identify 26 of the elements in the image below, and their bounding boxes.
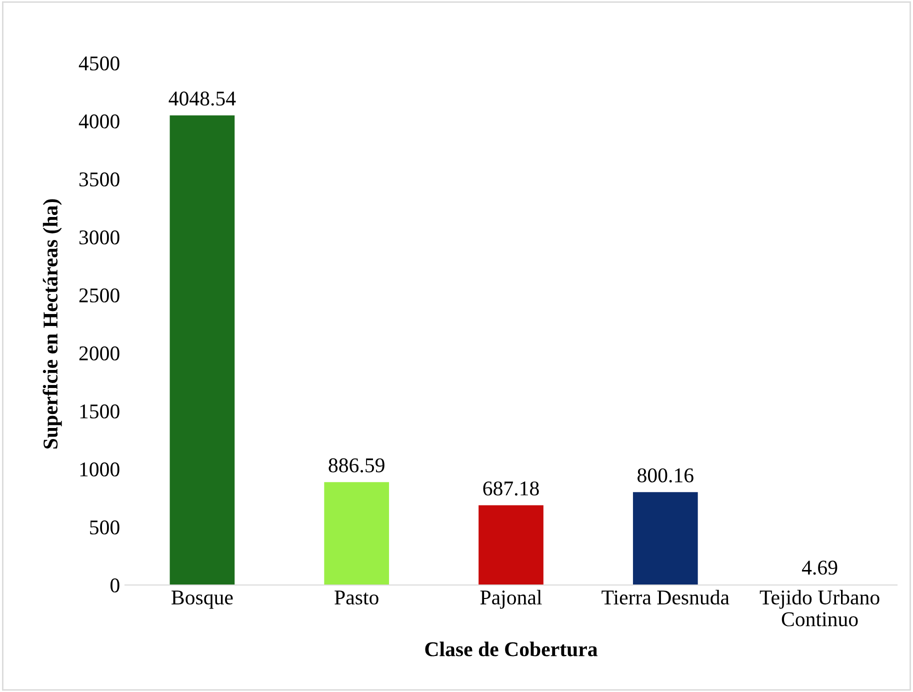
y-tick-label: 2500 xyxy=(79,288,120,302)
data-label: 687.18 xyxy=(483,481,539,496)
x-tick-label: Pasto xyxy=(334,590,378,605)
y-tick-label: 4000 xyxy=(78,114,120,128)
x-tick-label: Tejido Urbano Continuo xyxy=(760,590,880,626)
x-axis-title: Clase de Cobertura xyxy=(425,642,598,656)
bar xyxy=(478,505,544,585)
y-tick-label: 500 xyxy=(90,520,120,534)
y-axis-title: Superficie en Hectáreas (ha) xyxy=(42,199,62,449)
data-label: 4.69 xyxy=(802,560,838,575)
data-label: 886.59 xyxy=(328,458,384,472)
y-tick-label: 1000 xyxy=(80,462,120,476)
x-tick-label: Bosque xyxy=(172,590,233,609)
data-label: 800.16 xyxy=(638,468,694,482)
y-tick-label: 2000 xyxy=(79,346,120,360)
data-label: 4048.54 xyxy=(168,92,236,106)
x-tick-label: Pajonal xyxy=(480,590,542,609)
y-tick-label: 0 xyxy=(110,578,120,592)
x-tick-label: Tierra Desnuda xyxy=(602,590,730,605)
y-tick-label: 1500 xyxy=(80,404,120,418)
y-tick-label: 3000 xyxy=(79,230,120,244)
bar xyxy=(170,115,235,585)
bar xyxy=(632,492,698,585)
bar xyxy=(324,482,390,585)
y-tick-label: 4500 xyxy=(78,56,120,70)
y-tick-label: 3500 xyxy=(79,172,120,186)
